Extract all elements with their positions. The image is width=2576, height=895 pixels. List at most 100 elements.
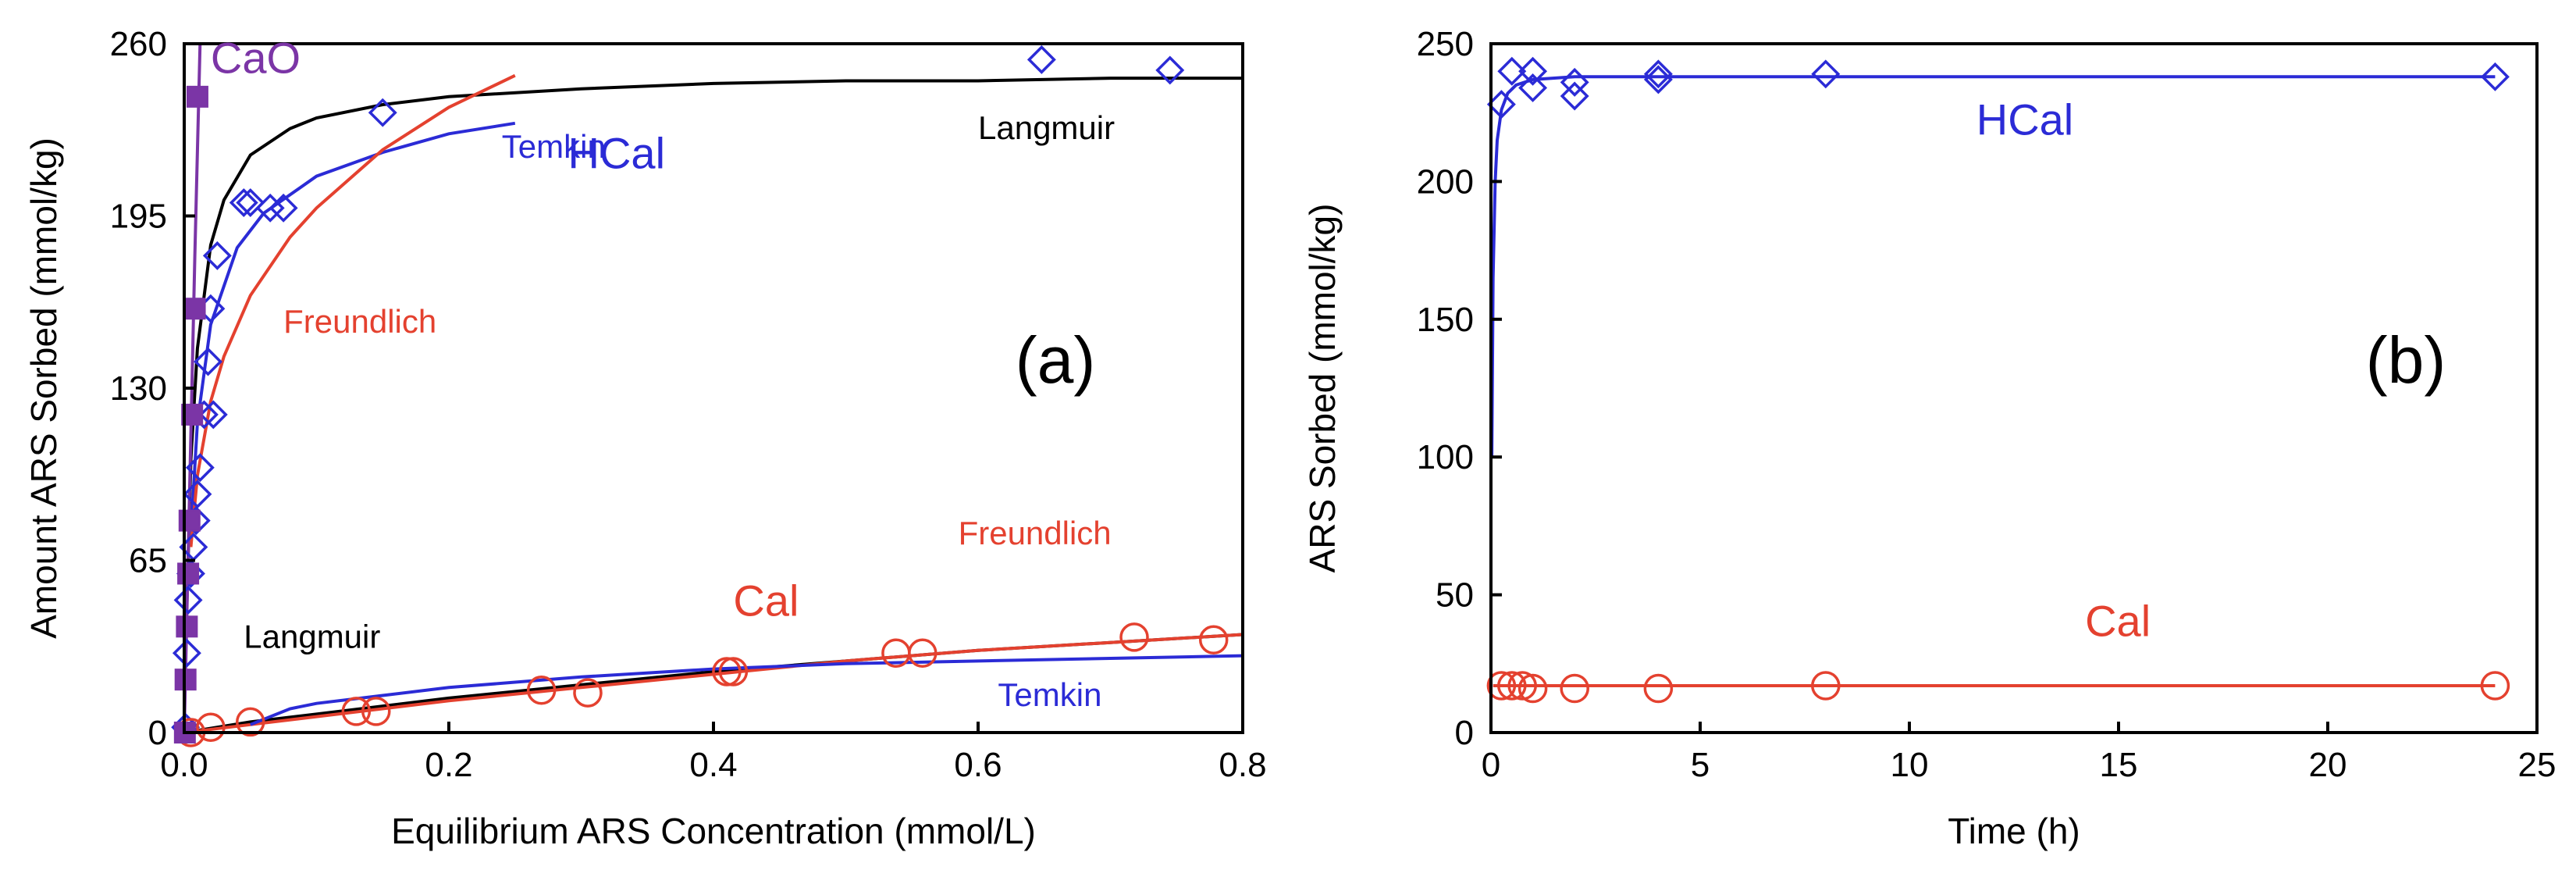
panel-b-point-hcal: [1560, 67, 1589, 97]
panel-b-x-tick-label: 25: [2518, 746, 2556, 784]
panel-b-x-axis-label: Time (h): [1948, 811, 2080, 851]
panel-a-point-hcal: [202, 241, 232, 270]
panel-a-y-tick-label: 0: [148, 714, 167, 752]
panel-a-point-cal: [908, 638, 938, 668]
panel-a-point-hcal: [194, 347, 222, 376]
panel-b-x-tick-label: 10: [1891, 746, 1929, 784]
panel-a-plot-area: [171, 43, 1244, 747]
panel-a-point-hcal: [1026, 45, 1056, 74]
panel-a-annotation-langmuir: Langmuir: [244, 618, 380, 654]
panel-a-annotations: CaOHCalTemkinLangmuirFreundlichLangmuirC…: [211, 33, 1115, 713]
panel-a: 0.0 0.2 0.4 0.6 0.8 0 65 130 195 260 Equilibrium …: [23, 25, 1267, 851]
panel-b-x-tick-label: 0: [1482, 746, 1500, 784]
panel-b-plot-area: [1486, 56, 2510, 704]
panel-a-fit-temkin-cal: [250, 654, 1244, 726]
panel-b-point-hcal: [1643, 65, 1673, 94]
panel-a-annotation-langmuir: Langmuir: [978, 109, 1115, 146]
panel-b-annotation-cal: Cal: [2085, 597, 2151, 646]
panel-a-point-cal: [196, 712, 226, 742]
panel-b-frame: [1489, 42, 2539, 734]
panel-a-point-cao: [183, 298, 206, 320]
panel-a-annotation-temkin: Temkin: [502, 128, 606, 165]
panel-b-point-hcal: [2480, 62, 2510, 91]
panel-b-point-hcal: [1518, 73, 1548, 102]
panel-a-point-hcal: [255, 193, 285, 223]
panel-b-point-hcal: [1643, 59, 1673, 89]
panel-a-point-hcal: [236, 188, 265, 218]
panel-b-y-axis-label: ARS Sorbed (mmol/kg): [1302, 204, 1343, 573]
panel-a-y-tick-label: 195: [110, 198, 167, 236]
panel-b-annotation-hcal: HCal: [1976, 94, 2073, 144]
panel-a-point-cal: [1198, 625, 1229, 655]
panel-a-point-cao: [176, 615, 198, 638]
panel-a-point-hcal: [172, 638, 201, 668]
panel-b-point-hcal: [1560, 81, 1589, 111]
panel-a-x-tick-label: 0.6: [954, 746, 1002, 784]
panel-a-x-tick-label: 0.4: [689, 746, 737, 784]
panel-a-point-cao: [177, 562, 200, 585]
panel-a-fit-freundlich-hcal: [189, 73, 516, 547]
panel-b-annotations: HCal Cal: [1976, 94, 2151, 645]
panel-b-point-cal: [1811, 671, 1841, 701]
panel-a-point-hcal: [198, 400, 228, 430]
panel-a-y-tick-label: 260: [110, 25, 167, 63]
panel-b-point-hcal: [1486, 90, 1516, 119]
panel-a-y-axis-label: Amount ARS Sorbed (mmol/kg): [23, 137, 64, 639]
panel-a-x-axis-label: Equilibrium ARS Concentration (mmol/L): [391, 811, 1036, 851]
panel-b-point-cal: [2480, 671, 2510, 701]
panel-a-point-hcal: [229, 188, 258, 218]
panel-a-label: (a): [1016, 323, 1096, 397]
panel-a-fit-freundlich-cal: [183, 633, 1244, 734]
panel-b-point-cal: [1643, 673, 1674, 704]
panel-b-point-cal: [1560, 673, 1589, 704]
panel-a-point-hcal: [1155, 55, 1185, 85]
panel-a-point-cal: [361, 697, 391, 726]
panel-a-fit-cao-fit: [183, 43, 202, 733]
panel-b-y-tick-label: 200: [1417, 162, 1474, 201]
panel-a-annotation-freundlich: Freundlich: [959, 515, 1112, 551]
panel-b-x-tick-label: 5: [1691, 746, 1710, 784]
panel-a-point-hcal: [368, 98, 397, 127]
panel-a-point-cal: [718, 657, 749, 686]
panel-a-point-hcal: [183, 480, 212, 509]
panel-b-point-hcal: [1497, 56, 1527, 86]
panel-a-annotation-cao: CaO: [211, 33, 301, 82]
panel-a-ticks: 0.0 0.2 0.4 0.6 0.8 0 65 130 195 260: [110, 25, 1267, 784]
panel-b-y-tick-label: 250: [1417, 25, 1474, 63]
panel-b-point-hcal: [1811, 59, 1841, 89]
panel-b-point-cal: [1517, 673, 1548, 704]
panel-a-annotation-hcal: HCal: [568, 128, 665, 177]
panel-b-y-tick-label: 150: [1417, 301, 1474, 339]
panel-b-x-tick-label: 15: [2100, 746, 2138, 784]
panel-a-point-cal: [526, 675, 557, 705]
panel-a-annotation-freundlich: Freundlich: [283, 303, 436, 340]
panel-a-point-hcal: [269, 193, 298, 223]
panel-a-x-tick-label: 0.0: [160, 746, 208, 784]
panel-a-x-tick-label: 0.8: [1219, 746, 1266, 784]
panel-b-y-tick-label: 100: [1417, 438, 1474, 476]
panel-b-label: (b): [2366, 323, 2446, 397]
panel-a-point-cal: [236, 707, 265, 737]
panel-a-point-cal: [712, 657, 742, 686]
panel-a-point-cal: [573, 678, 603, 708]
panel-a-point-cao: [186, 85, 208, 108]
panel-b-y-tick-label: 0: [1455, 714, 1474, 752]
panel-a-y-tick-label: 65: [129, 542, 167, 580]
panel-b-y-tick-label: 50: [1436, 576, 1474, 615]
panel-b-point-cal: [1486, 671, 1517, 701]
panel-a-x-tick-label: 0.2: [425, 746, 472, 784]
panel-a-annotation-cal: Cal: [733, 576, 799, 626]
panel-a-point-cao: [178, 509, 201, 532]
panel-a-annotation-temkin: Temkin: [998, 676, 1101, 713]
panel-b-point-hcal: [1518, 56, 1548, 86]
panel-a-y-tick-label: 130: [110, 369, 167, 408]
panel-b-point-cal: [1497, 671, 1527, 701]
panel-a-point-cal: [341, 697, 372, 726]
panel-a-point-hcal: [185, 453, 215, 483]
panel-a-fit-langmuir-hcal: [183, 77, 1243, 654]
panel-a-point-cal: [1119, 622, 1149, 652]
panel-b-x-tick-label: 20: [2309, 746, 2347, 784]
